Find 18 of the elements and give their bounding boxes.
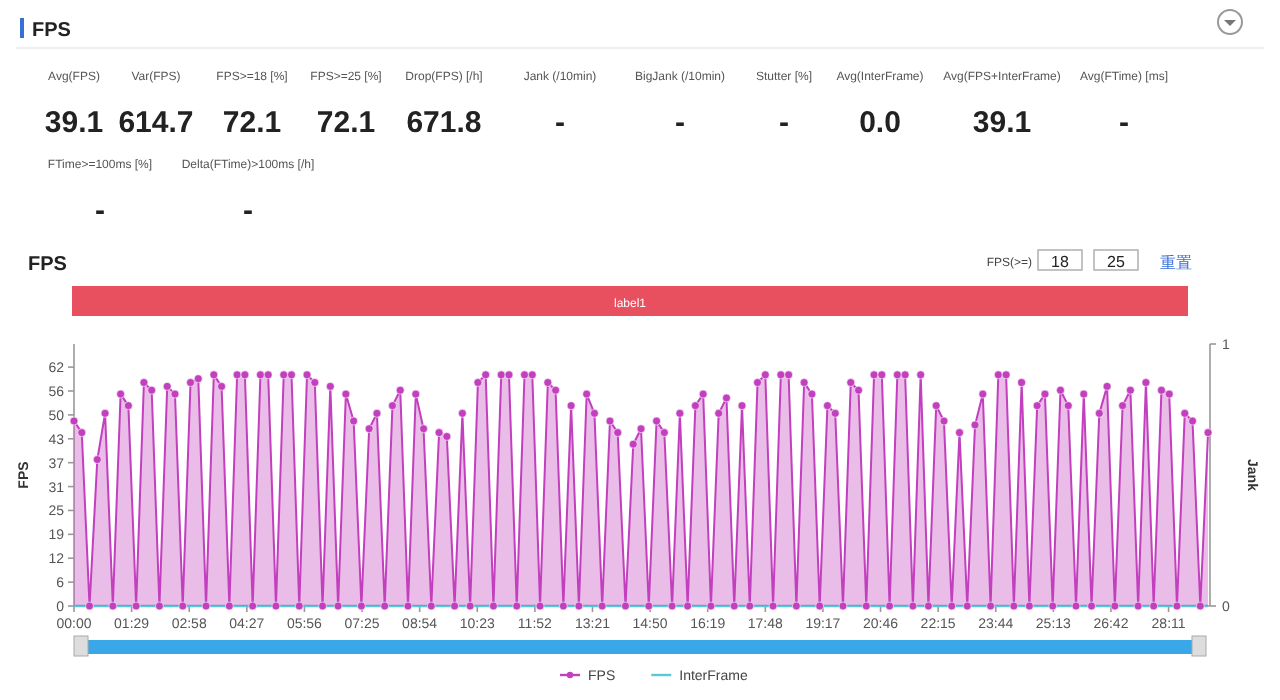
text: - [675,106,685,140]
text: - [243,194,253,228]
text: 0.0 [859,106,901,140]
text: FPS [32,20,72,42]
text: 72.1 [316,106,376,140]
text: - [555,106,565,140]
text: 671.8 [406,106,482,140]
text: 重置 [1160,254,1192,272]
text: 72.1 [222,106,282,140]
text: 614.7 [118,106,194,140]
text: 18 [1051,253,1070,271]
text: 39.1 [44,106,104,140]
text: - [1119,106,1129,140]
text: - [95,194,105,228]
text: 25 [1107,253,1126,271]
text: 39.1 [972,106,1032,140]
text: - [779,106,789,140]
chart-title: FPS [28,254,68,276]
